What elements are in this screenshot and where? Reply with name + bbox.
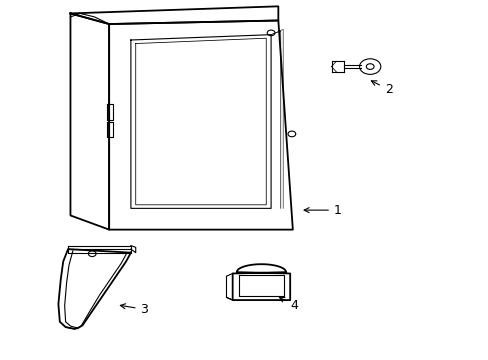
Text: 3: 3 xyxy=(120,303,148,316)
Text: 1: 1 xyxy=(304,204,341,217)
Text: 2: 2 xyxy=(370,81,392,96)
Text: 4: 4 xyxy=(279,297,298,312)
